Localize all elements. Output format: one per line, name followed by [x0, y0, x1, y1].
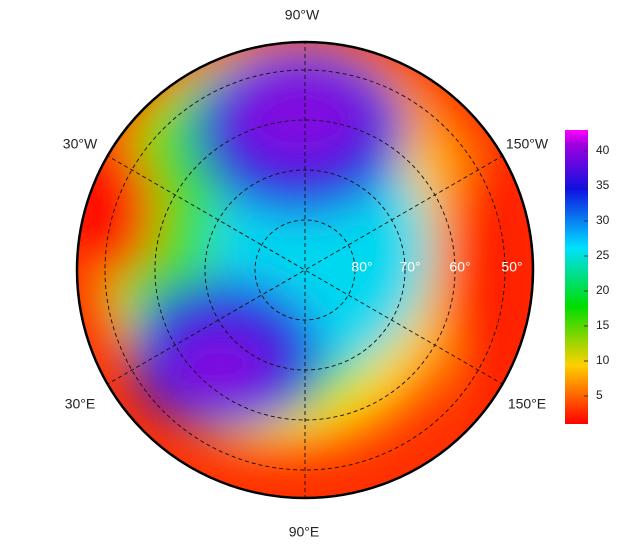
colorbar: 5 10 15 20 25 30 35 40	[565, 130, 610, 424]
data-field	[77, 42, 533, 498]
colorbar-tick-label: 40	[596, 143, 610, 157]
lon-label: 150°E	[508, 396, 546, 412]
lat-label: 70°	[399, 259, 420, 275]
colorbar-tick-label: 10	[596, 353, 610, 367]
colorbar-scale	[565, 130, 588, 424]
lon-label: 90°E	[289, 524, 320, 540]
lat-label: 80°	[351, 259, 372, 275]
colorbar-tick-label: 5	[596, 388, 603, 402]
colorbar-tick-label: 35	[596, 178, 610, 192]
colorbar-tick-label: 30	[596, 213, 610, 227]
lat-label: 60°	[449, 259, 470, 275]
colorbar-tick-label: 15	[596, 318, 610, 332]
lon-label: 30°E	[65, 396, 96, 412]
lon-label: 150°W	[506, 136, 549, 152]
map-border	[75, 40, 535, 500]
lat-label: 50°	[501, 259, 522, 275]
lon-label: 30°W	[63, 136, 98, 152]
lon-label: 90°W	[285, 7, 320, 23]
colorbar-tick-label: 20	[596, 283, 610, 297]
colorbar-tick-label: 25	[596, 248, 610, 262]
